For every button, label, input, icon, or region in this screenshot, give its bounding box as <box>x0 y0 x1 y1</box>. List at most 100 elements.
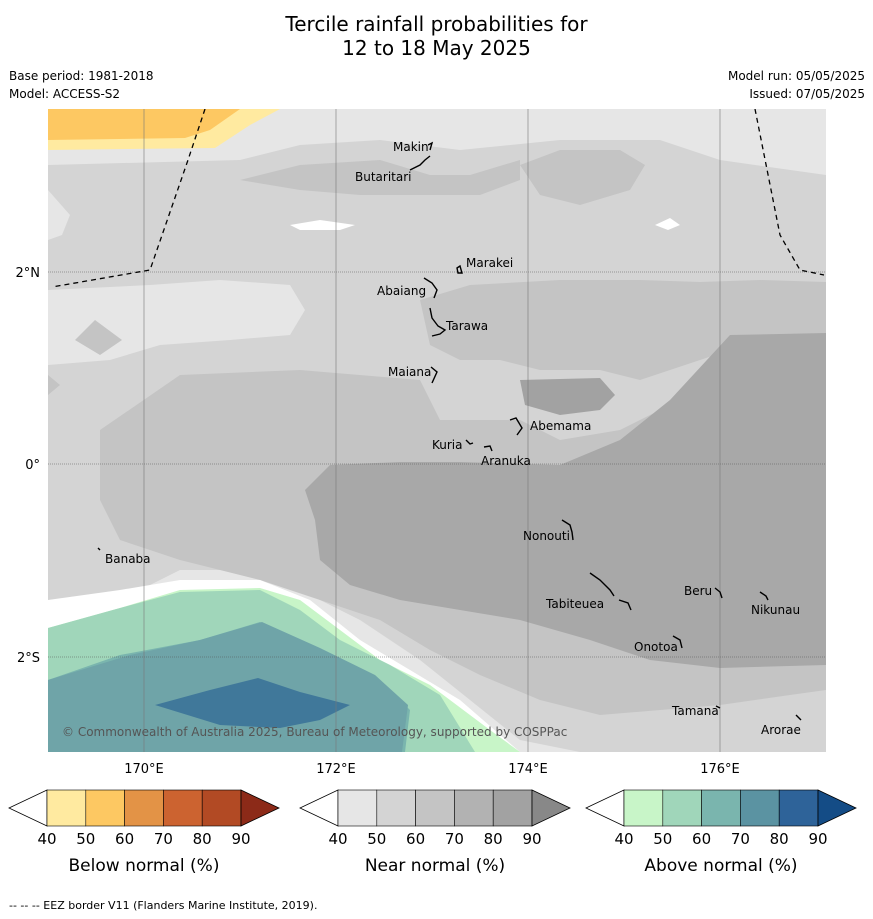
shade-near-60c <box>520 150 645 205</box>
meridian-lines <box>143 109 721 752</box>
label-kuria: Kuria <box>432 438 463 452</box>
eez-border <box>51 109 825 288</box>
colorbar-3-high-extend <box>817 789 857 827</box>
colorbar-1: 40 50 60 70 80 90 Below normal (%) <box>8 789 280 876</box>
colorbar-3: 40 50 60 70 80 90 Above normal (%) <box>585 789 857 876</box>
shade-white-b <box>655 218 680 230</box>
chart-title: Tercile rainfall probabilities for 12 to… <box>0 12 873 60</box>
colorbar-2: 40 50 60 70 80 90 Near normal (%) <box>299 789 571 876</box>
label-maiana: Maiana <box>388 365 431 379</box>
colorbar-2-low-extend <box>299 789 339 827</box>
colorbar-3-tick: 40 <box>614 830 633 848</box>
colorbar-1-segment-4 <box>163 789 203 827</box>
label-nikunau: Nikunau <box>751 603 800 617</box>
colorbar-2-tick: 40 <box>328 830 347 848</box>
model-name: Model: ACCESS-S2 <box>9 87 121 101</box>
colorbar-2-segment-5 <box>492 789 533 827</box>
label-abemama: Abemama <box>530 419 591 433</box>
colorbar-2-high-extend <box>531 789 571 827</box>
shade-near-70a <box>520 378 615 415</box>
colorbar-2-tick: 70 <box>445 830 464 848</box>
colorbar-2-tick: 80 <box>484 830 503 848</box>
shade-near-60a <box>420 280 826 380</box>
islands <box>97 141 802 721</box>
colorbar-1-low-extend <box>8 789 48 827</box>
label-tarawa: Tarawa <box>445 319 488 333</box>
colorbar-1-segment-3 <box>124 789 164 827</box>
shade-white-a <box>290 220 355 230</box>
lon-label-176: 176°E <box>700 762 740 777</box>
title-line-1: Tercile rainfall probabilities for <box>285 12 588 36</box>
lat-label-2s: 2°S <box>17 651 40 666</box>
colorbar-1-label: Below normal (%) <box>69 856 220 876</box>
colorbar-1-tick: 70 <box>154 830 173 848</box>
colorbar-3-tick: 70 <box>731 830 750 848</box>
grid-lines <box>48 271 826 658</box>
shade-above-70 <box>155 678 350 728</box>
shade-near-60f <box>75 320 122 355</box>
label-marakei: Marakei <box>466 256 513 270</box>
label-arorae: Arorae <box>761 723 801 737</box>
colorbar-3-segment-1 <box>623 789 664 827</box>
label-onotoa: Onotoa <box>634 640 678 654</box>
colorbar-3-tick: 60 <box>692 830 711 848</box>
colorbar-2-tick: 90 <box>522 830 541 848</box>
colorbar-2-segment-4 <box>454 789 494 827</box>
lat-label-0: 0° <box>25 458 40 473</box>
colorbar-1-tick: 80 <box>193 830 212 848</box>
colorbar-2-tick: 50 <box>367 830 386 848</box>
meta-left: Base period: 1981-2018 Model: ACCESS-S2 <box>9 67 154 103</box>
colorbar-3-segment-3 <box>701 789 741 827</box>
colorbar-1-high-extend <box>240 789 280 827</box>
label-butaritari: Butaritari <box>355 170 412 184</box>
lat-label-2n: 2°N <box>16 266 41 281</box>
label-beru: Beru <box>684 584 712 598</box>
shade-near-60d <box>48 375 60 395</box>
colorbar-3-label: Above normal (%) <box>644 856 797 876</box>
title-line-2: 12 to 18 May 2025 <box>342 36 531 60</box>
label-makin: Makin <box>393 140 429 154</box>
issued-date: Issued: 07/05/2025 <box>749 87 865 101</box>
label-banaba: Banaba <box>105 552 151 566</box>
base-period: Base period: 1981-2018 <box>9 69 154 83</box>
colorbar-3-tick: 90 <box>808 830 827 848</box>
colorbar-1-tick: 90 <box>231 830 250 848</box>
colorbar-3-segment-4 <box>740 789 780 827</box>
colorbar-3-tick: 80 <box>770 830 789 848</box>
colorbar-2-tick: 60 <box>406 830 425 848</box>
shade-near-40b <box>48 190 70 240</box>
colorbar-1-tick: 40 <box>37 830 56 848</box>
shade-near-70b <box>305 333 826 668</box>
colorbar-1-segment-2 <box>85 789 125 827</box>
colorbar-1-segment-1 <box>46 789 87 827</box>
label-aranuka: Aranuka <box>481 454 531 468</box>
label-nonouti: Nonouti <box>523 529 570 543</box>
colorbar-group: 40 50 60 70 80 90 Below normal (%) 40 50 60 70 80 90… <box>8 789 857 876</box>
colorbar-2-segment-1 <box>337 789 378 827</box>
colorbar-2-segment-3 <box>415 789 455 827</box>
model-run: Model run: 05/05/2025 <box>727 69 865 83</box>
label-tamana: Tamana <box>671 704 719 718</box>
map-area: Makin Butaritari Marakei Abaiang Tarawa … <box>48 109 826 752</box>
colorbar-1-tick: 50 <box>76 830 95 848</box>
colorbar-3-segment-2 <box>662 789 702 827</box>
meta-right: Model run: 05/05/2025 Issued: 07/05/2025 <box>728 67 865 103</box>
label-tabiteuea: Tabiteuea <box>545 597 604 611</box>
colorbar-2-label: Near normal (%) <box>365 856 505 876</box>
colorbar-3-segment-5 <box>778 789 819 827</box>
lon-label-174: 174°E <box>508 762 548 777</box>
colorbar-2-segment-2 <box>376 789 416 827</box>
colorbar-1-segment-5 <box>201 789 242 827</box>
copyright-text: © Commonwealth of Australia 2025, Bureau… <box>62 725 567 739</box>
label-abaiang: Abaiang <box>377 284 426 298</box>
eez-footer-note: -- -- -- EEZ border V11 (Flanders Marine… <box>9 899 318 912</box>
colorbar-3-tick: 50 <box>653 830 672 848</box>
lon-label-172: 172°E <box>316 762 356 777</box>
shade-near-60b <box>240 160 520 195</box>
colorbar-3-low-extend <box>585 789 625 827</box>
place-labels: Makin Butaritari Marakei Abaiang Tarawa … <box>105 140 801 737</box>
lon-label-170: 170°E <box>124 762 164 777</box>
colorbar-1-tick: 60 <box>115 830 134 848</box>
axis-labels: 2°N 0° 2°S 170°E 172°E 174°E 176°E <box>16 266 740 777</box>
